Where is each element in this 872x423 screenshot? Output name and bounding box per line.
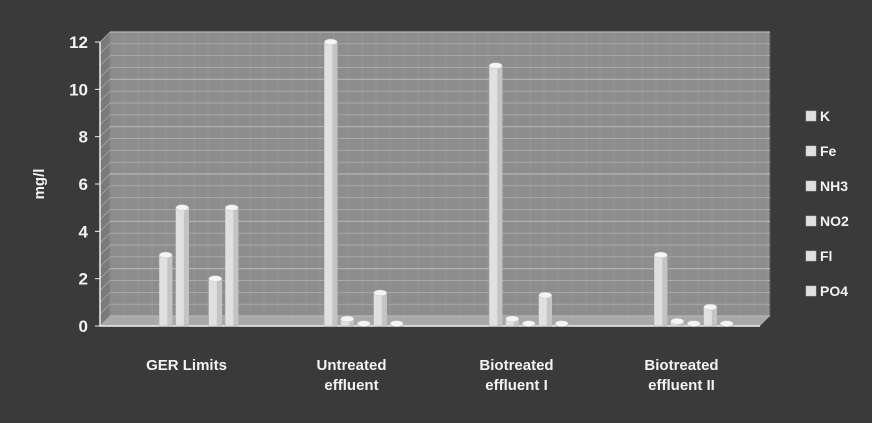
bar-cap: [555, 320, 569, 327]
grid-side-line: [99, 150, 111, 161]
grid-side-line: [99, 197, 111, 208]
bar-cap: [522, 320, 536, 327]
grid-side-line: [99, 55, 111, 66]
grid-side-line: [99, 90, 111, 102]
bar-cap: [687, 320, 701, 327]
grid-side-line: [99, 232, 111, 244]
bar-cap: [208, 275, 222, 282]
bar-shade: [348, 318, 354, 326]
grid-side-line: [99, 126, 111, 137]
bar-cap: [538, 291, 552, 299]
grid-side-line: [99, 303, 111, 315]
bar-cap: [357, 320, 371, 327]
legend-swatch: [805, 145, 817, 157]
bar-cap: [373, 289, 387, 297]
grid-side-line: [99, 221, 111, 232]
legend-label: PO4: [820, 283, 848, 299]
grid-side-line: [99, 79, 111, 90]
bar-cap: [670, 318, 684, 325]
bar-shade: [381, 292, 387, 326]
category-label: Untreated effluent: [316, 357, 386, 394]
legend-label: Fe: [820, 143, 837, 159]
category-label: Biotreated effluent II: [644, 357, 718, 394]
grid-side-line: [99, 185, 111, 197]
legend-swatch: [805, 285, 817, 297]
bar-cap: [324, 38, 338, 46]
grid-side-line: [99, 67, 111, 78]
plot-floor: [100, 316, 770, 326]
bar-shade: [513, 318, 519, 326]
bar-shade: [332, 42, 338, 326]
bar-cap: [654, 251, 668, 259]
grid-side-line: [99, 292, 111, 303]
category-label: GER Limits: [146, 357, 227, 374]
grid-side-line: [99, 138, 111, 149]
y-tick-label: 0: [79, 317, 88, 336]
y-tick-label: 2: [79, 270, 88, 289]
y-tick-label: 6: [79, 175, 88, 194]
legend-swatch: [805, 215, 817, 227]
legend-swatch: [805, 180, 817, 192]
grid-side-line: [99, 280, 111, 291]
y-tick-label: 12: [69, 33, 88, 52]
bar-shade: [711, 307, 717, 326]
bar-cap: [390, 320, 404, 327]
bar-cap: [489, 62, 503, 69]
bar-shade: [233, 207, 239, 326]
legend-label: NH3: [820, 178, 848, 194]
bar-shade: [167, 255, 173, 326]
bar-cap: [175, 204, 189, 211]
legend-swatch: [805, 250, 817, 262]
legend-swatch: [805, 110, 817, 122]
bar-shade: [497, 65, 503, 327]
bar-cap: [703, 303, 717, 311]
bar-shade: [216, 278, 222, 326]
grid-side-line: [99, 43, 111, 55]
y-tick-label: 10: [69, 80, 88, 99]
bar-cap: [720, 320, 734, 327]
grid-side-line: [99, 209, 111, 220]
grid-side-line: [99, 31, 111, 43]
bar-cap: [225, 204, 239, 211]
bar-cap: [340, 315, 354, 323]
grid-side-line: [99, 244, 111, 256]
bar-shade: [183, 207, 189, 326]
y-tick-label: 8: [79, 128, 88, 147]
legend-label: K: [820, 108, 830, 124]
grid-side-line: [99, 256, 111, 268]
bar-shade: [546, 295, 552, 326]
y-tick-label: 4: [79, 222, 89, 241]
grid-side-line: [99, 114, 111, 126]
grid-side-line: [99, 173, 111, 185]
grid-side-line: [99, 102, 111, 114]
bar-cap: [159, 251, 173, 259]
bar-shade: [662, 255, 668, 326]
y-axis-title: mg/l: [31, 169, 48, 200]
legend-label: Fl: [820, 248, 832, 264]
grid-side-line: [99, 315, 111, 327]
grid-side-line: [99, 268, 111, 279]
legend-label: NO2: [820, 213, 849, 229]
grid-side-line: [99, 161, 111, 173]
bar-cap: [505, 315, 519, 323]
category-label: Biotreated effluent I: [479, 357, 553, 394]
